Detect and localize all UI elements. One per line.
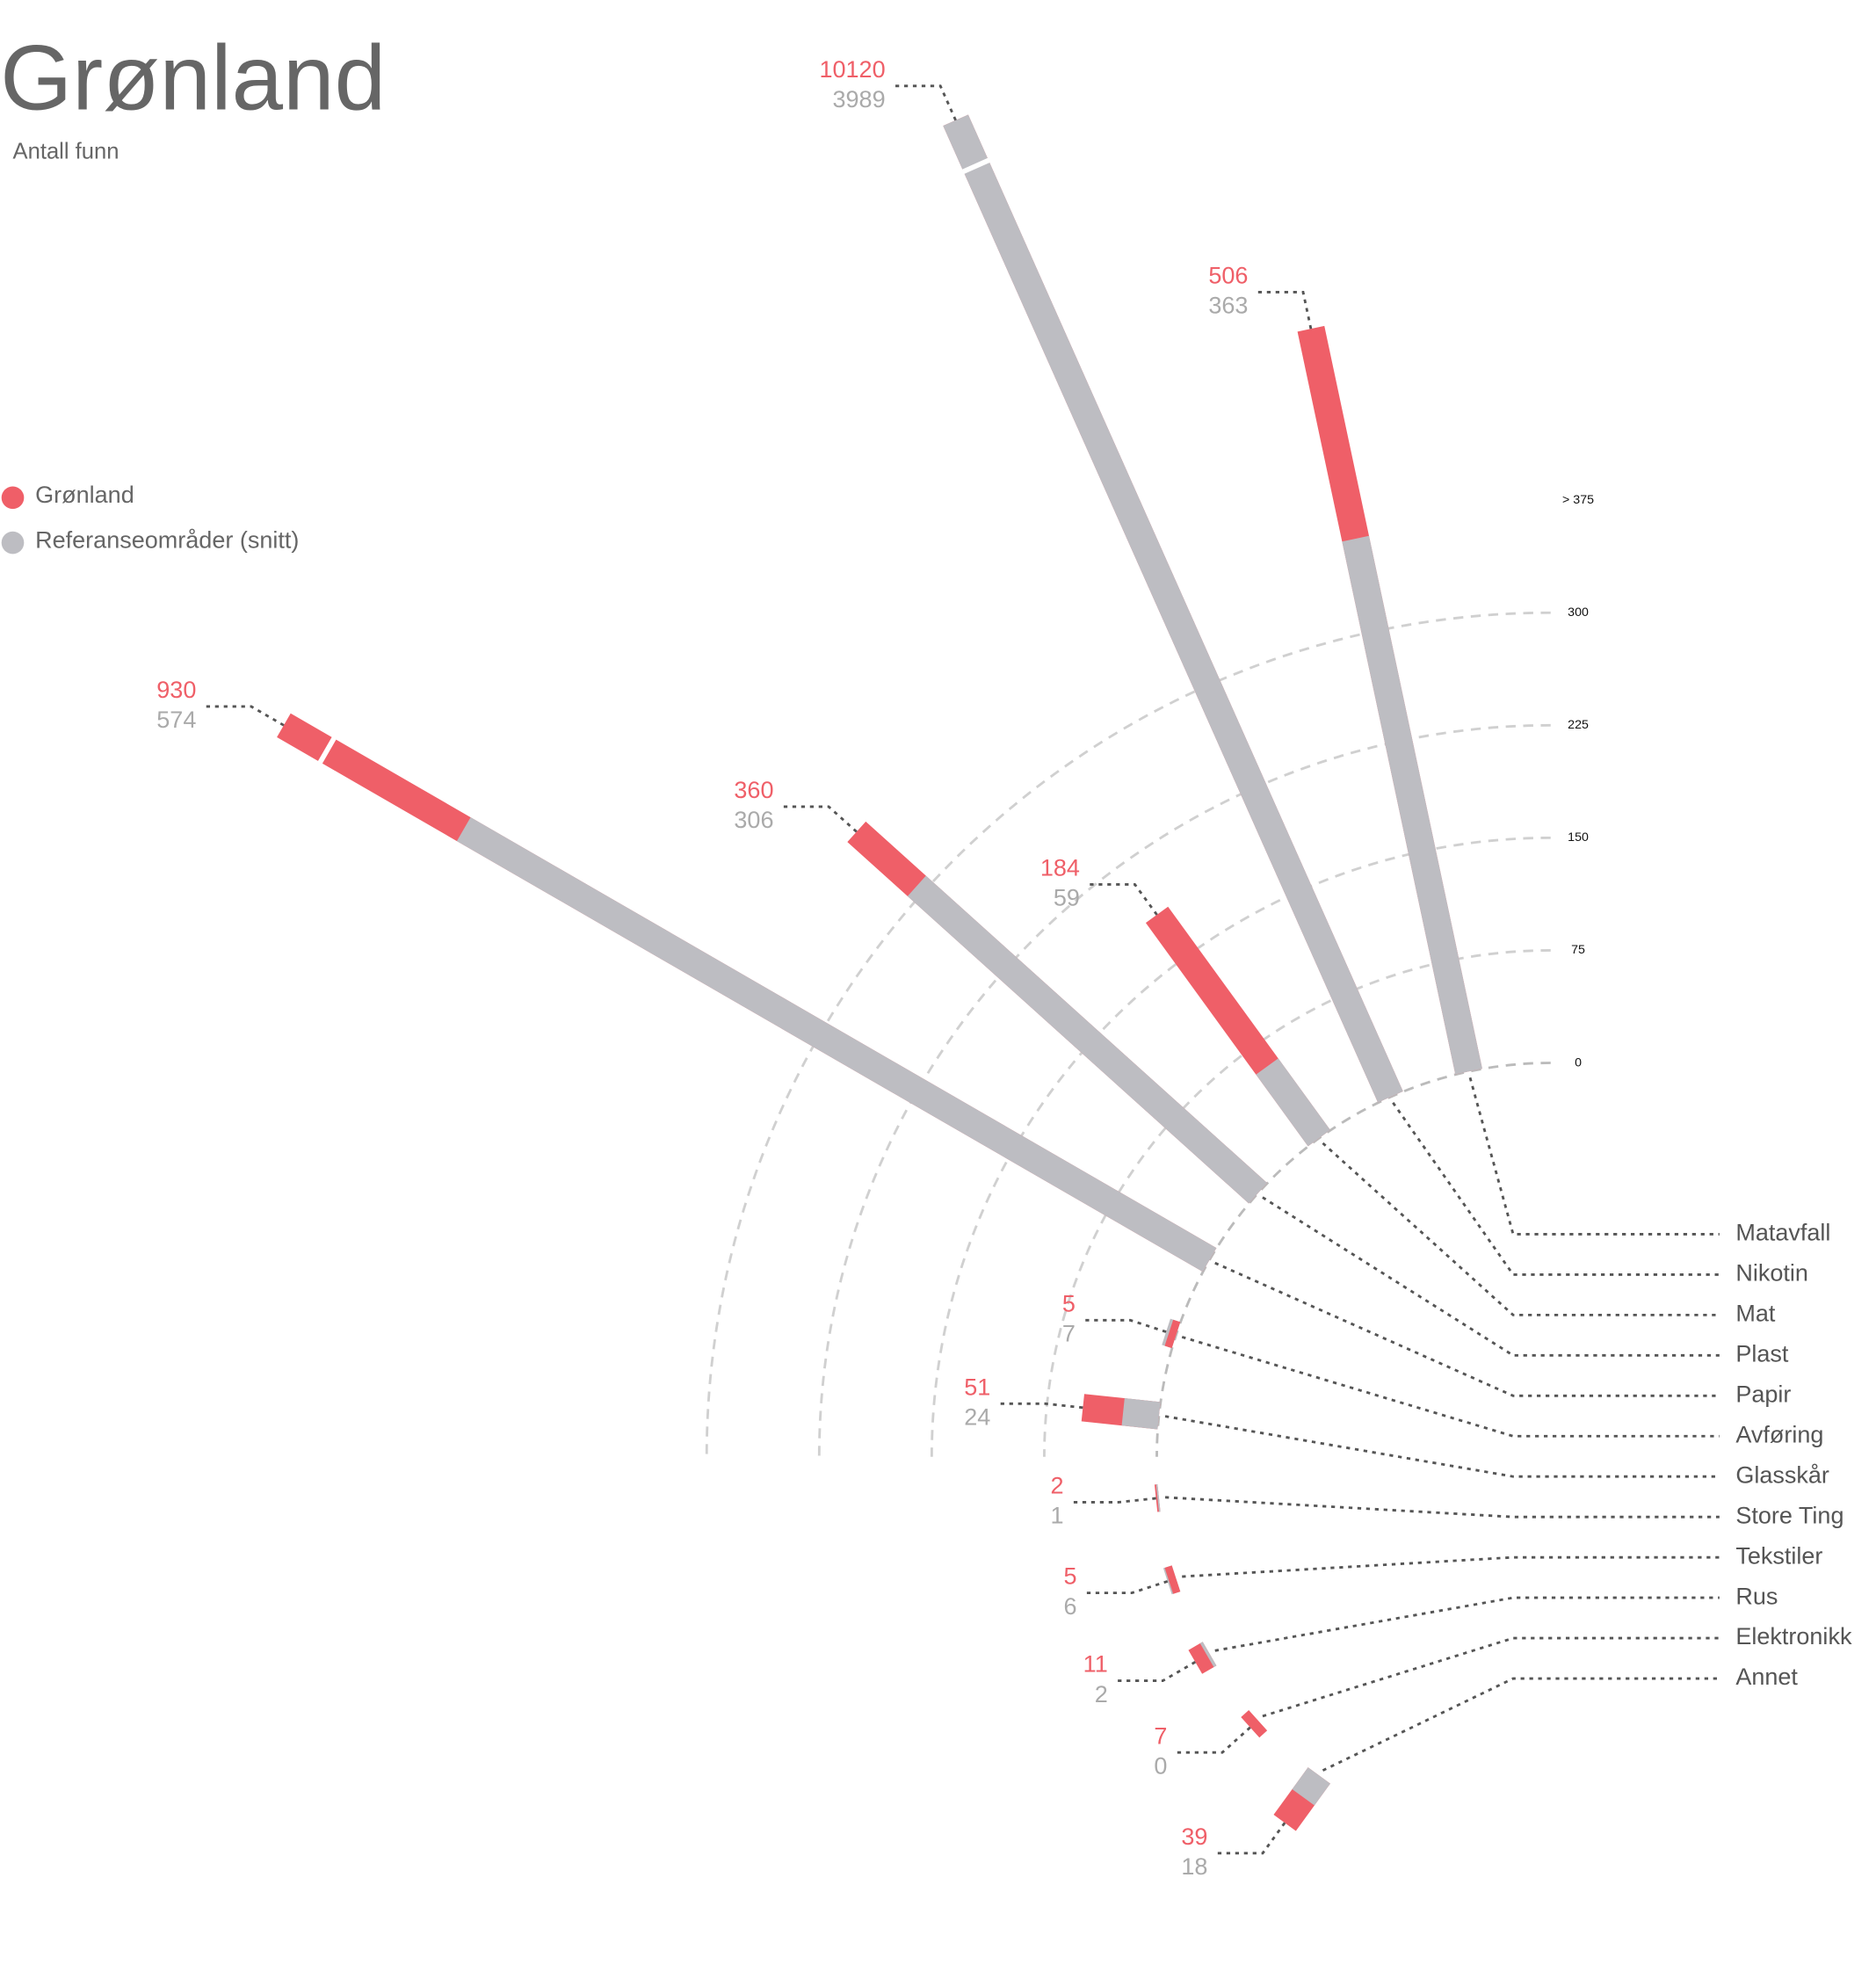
value-label: 5 xyxy=(1062,1290,1076,1316)
bar-break xyxy=(315,734,338,767)
value-leader xyxy=(1172,1726,1251,1754)
r-tick-label: 300 xyxy=(1568,605,1589,620)
r-tick-label: 150 xyxy=(1568,830,1589,845)
category-label: Avføring xyxy=(1735,1421,1823,1447)
bar-break xyxy=(959,156,994,176)
value-label: 18 xyxy=(1181,1853,1207,1880)
value-label: 184 xyxy=(1040,854,1080,881)
bar xyxy=(1199,1642,1217,1668)
value-leader xyxy=(1080,1318,1167,1333)
value-label: 506 xyxy=(1208,262,1248,288)
chart-subtitle: Antall funn xyxy=(13,139,120,163)
r-tick-label: 75 xyxy=(1571,943,1585,957)
value-leader xyxy=(1068,1497,1156,1504)
bar xyxy=(1121,1398,1161,1430)
legend: Grønland Referanseområder (snitt) xyxy=(1,482,299,555)
category-label: Annet xyxy=(1735,1664,1798,1690)
value-label: 2 xyxy=(1050,1472,1063,1498)
category-leader xyxy=(1322,1677,1720,1772)
category-leader xyxy=(1392,1101,1720,1276)
value-label: 24 xyxy=(964,1404,990,1431)
category-label: Store Ting xyxy=(1735,1502,1843,1528)
grid-arc xyxy=(930,836,1551,1457)
value-label: 51 xyxy=(964,1374,990,1400)
category-label: Papir xyxy=(1735,1381,1791,1407)
value-leader xyxy=(995,1402,1083,1410)
value-label: 2 xyxy=(1095,1681,1108,1707)
value-label: 363 xyxy=(1208,293,1248,319)
r-tick-label: 225 xyxy=(1568,718,1589,732)
value-label: 0 xyxy=(1154,1752,1167,1779)
category-label: Mat xyxy=(1735,1301,1776,1327)
value-leader xyxy=(201,705,285,727)
legend-swatch xyxy=(1,486,25,510)
legend-label: Grønland xyxy=(35,482,134,508)
category-leader xyxy=(1322,1142,1720,1316)
value-leader xyxy=(1213,1822,1286,1855)
value-label: 360 xyxy=(734,777,773,803)
grid-arc xyxy=(1043,949,1551,1457)
category-leader xyxy=(1164,1496,1720,1519)
category-label: Plast xyxy=(1735,1340,1789,1367)
category-leader xyxy=(1182,1555,1720,1578)
value-leader xyxy=(1082,1580,1169,1595)
value-leader xyxy=(779,805,858,833)
bar xyxy=(1241,1710,1268,1738)
category-label: Rus xyxy=(1735,1583,1778,1609)
category-label: Tekstiler xyxy=(1735,1542,1822,1569)
value-leader xyxy=(890,84,957,121)
value-label: 1 xyxy=(1050,1503,1063,1529)
value-label: 7 xyxy=(1154,1722,1167,1749)
legend-swatch xyxy=(1,531,25,555)
category-leader xyxy=(1181,1336,1720,1438)
value-leader xyxy=(1112,1661,1197,1683)
value-label: 574 xyxy=(156,707,196,733)
bar xyxy=(1164,1565,1181,1594)
legend-label: Referanseområder (snitt) xyxy=(35,526,299,553)
bar xyxy=(943,114,1403,1103)
value-label: 930 xyxy=(156,677,196,703)
category-label: Matavfall xyxy=(1735,1220,1830,1246)
bar xyxy=(1256,1058,1330,1147)
value-label: 5 xyxy=(1063,1563,1076,1590)
bar xyxy=(1292,1767,1330,1806)
bar xyxy=(1164,1319,1181,1349)
category-leader xyxy=(1214,1261,1720,1397)
value-leader xyxy=(1084,882,1158,916)
chart-title: Grønland xyxy=(0,27,386,130)
bar xyxy=(456,817,1217,1272)
category-leader xyxy=(1262,1636,1720,1718)
category-leader xyxy=(1468,1077,1720,1236)
value-label: 306 xyxy=(734,807,773,833)
value-label: 7 xyxy=(1062,1321,1076,1347)
category-leader xyxy=(1262,1196,1720,1357)
bar xyxy=(1342,535,1482,1075)
grid-arc xyxy=(1155,1062,1551,1457)
bar xyxy=(907,875,1268,1204)
category-leader xyxy=(1164,1415,1720,1478)
value-label: 10120 xyxy=(819,56,885,83)
category-label: Glasskår xyxy=(1735,1461,1829,1488)
grid-arc xyxy=(817,723,1551,1457)
value-label: 6 xyxy=(1063,1593,1076,1620)
value-label: 11 xyxy=(1083,1651,1108,1678)
value-label: 59 xyxy=(1054,885,1080,911)
r-tick-label: > 375 xyxy=(1562,493,1594,507)
category-label: Elektronikk xyxy=(1735,1623,1852,1649)
category-label: Nikotin xyxy=(1735,1260,1808,1287)
value-label: 39 xyxy=(1181,1823,1207,1850)
value-label: 3989 xyxy=(833,86,886,112)
value-leader xyxy=(1253,290,1313,330)
category-leader xyxy=(1214,1596,1720,1652)
r-tick-label: 0 xyxy=(1575,1055,1582,1069)
